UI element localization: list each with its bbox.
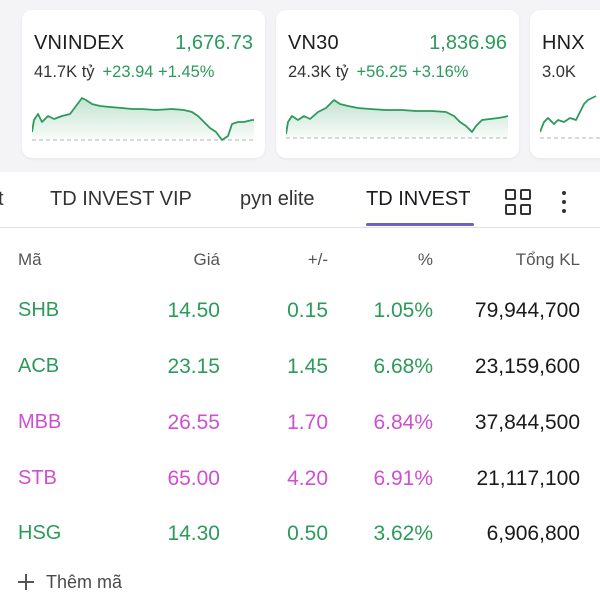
row-volume: 37,844,500 xyxy=(474,411,580,434)
index-change: +56.25 +3.16% xyxy=(356,63,469,81)
row-volume: 23,159,600 xyxy=(474,355,580,378)
index-name: HNX xyxy=(542,32,585,54)
index-volume: 3.0K xyxy=(542,63,576,81)
row-percent: 1.05% xyxy=(373,299,433,322)
tab-previous-partial[interactable]: t xyxy=(0,188,4,210)
row-change: 0.50 xyxy=(287,522,328,545)
row-symbol[interactable]: ACB xyxy=(18,355,60,377)
index-name: VNINDEX xyxy=(34,32,125,54)
row-change: 1.70 xyxy=(287,411,328,434)
index-volume: 41.7K tỷ xyxy=(34,63,95,81)
row-price: 14.30 xyxy=(167,522,220,545)
index-value: 1,676.73 xyxy=(175,32,253,54)
index-card-hnx[interactable]: HNX 3.0K xyxy=(530,10,600,158)
row-price: 14.50 xyxy=(167,299,220,322)
row-price: 23.15 xyxy=(167,355,220,378)
row-percent: 3.62% xyxy=(373,522,433,545)
row-symbol[interactable]: SHB xyxy=(18,299,60,321)
header-price[interactable]: Giá xyxy=(193,250,220,269)
row-symbol[interactable]: HSG xyxy=(18,522,62,544)
plus-icon xyxy=(18,574,34,590)
active-tab-indicator xyxy=(366,223,474,226)
header-percent[interactable]: % xyxy=(417,250,433,269)
row-symbol[interactable]: STB xyxy=(18,467,57,489)
tab-td-invest[interactable]: TD INVEST xyxy=(366,188,471,210)
index-volume: 24.3K tỷ xyxy=(288,63,349,81)
index-summary: 3.0K xyxy=(542,63,576,82)
tab-pyn-elite[interactable]: pyn elite xyxy=(240,188,315,210)
index-card-vn30[interactable]: VN30 1,836.96 24.3K tỷ +56.25 +3.16% xyxy=(276,10,519,158)
row-price: 65.00 xyxy=(167,467,220,490)
add-symbol-button[interactable]: Thêm mã xyxy=(18,572,122,596)
index-summary: 41.7K tỷ +23.94 +1.45% xyxy=(34,63,214,82)
add-symbol-label: Thêm mã xyxy=(46,572,123,592)
row-change: 0.15 xyxy=(287,299,328,322)
index-name: VN30 xyxy=(288,32,339,54)
row-change: 4.20 xyxy=(287,467,328,490)
table-header: Mã Giá +/- % Tổng KL xyxy=(0,250,600,274)
index-card-vnindex[interactable]: VNINDEX 1,676.73 41.7K tỷ +23.94 +1.45% xyxy=(22,10,265,158)
row-percent: 6.91% xyxy=(373,467,433,490)
row-symbol[interactable]: MBB xyxy=(18,411,62,433)
header-total-volume[interactable]: Tổng KL xyxy=(515,250,580,269)
more-vertical-icon[interactable] xyxy=(556,188,572,216)
index-value: 1,836.96 xyxy=(429,32,507,54)
intraday-sparkline xyxy=(540,95,600,139)
header-change[interactable]: +/- xyxy=(307,250,328,269)
table-row[interactable]: HSG 14.30 0.50 3.62% 6,906,800 xyxy=(0,522,600,578)
index-summary: 24.3K tỷ +56.25 +3.16% xyxy=(288,63,468,82)
table-row[interactable]: ACB 23.15 1.45 6.68% 23,159,600 xyxy=(0,355,600,411)
header-symbol[interactable]: Mã xyxy=(18,250,42,269)
table-row[interactable]: MBB 26.55 1.70 6.84% 37,844,500 xyxy=(0,411,600,467)
table-row[interactable]: STB 65.00 4.20 6.91% 21,117,100 xyxy=(0,467,600,523)
row-volume: 79,944,700 xyxy=(474,299,580,322)
watchlist-tabs: t TD INVEST VIP pyn elite TD INVEST xyxy=(0,172,600,228)
intraday-sparkline xyxy=(32,97,254,141)
row-volume: 6,906,800 xyxy=(486,522,580,545)
row-price: 26.55 xyxy=(167,411,220,434)
index-change: +23.94 +1.45% xyxy=(102,63,215,81)
intraday-sparkline xyxy=(286,99,508,139)
tab-td-invest-vip[interactable]: TD INVEST VIP xyxy=(50,188,192,210)
row-volume: 21,117,100 xyxy=(476,467,580,490)
row-percent: 6.68% xyxy=(373,355,433,378)
row-percent: 6.84% xyxy=(373,411,433,434)
row-change: 1.45 xyxy=(287,355,328,378)
index-cards-strip[interactable]: VNINDEX 1,676.73 41.7K tỷ +23.94 +1.45% V… xyxy=(0,0,600,172)
table-row[interactable]: SHB 14.50 0.15 1.05% 79,944,700 xyxy=(0,299,600,355)
grid-view-icon[interactable] xyxy=(504,188,532,216)
